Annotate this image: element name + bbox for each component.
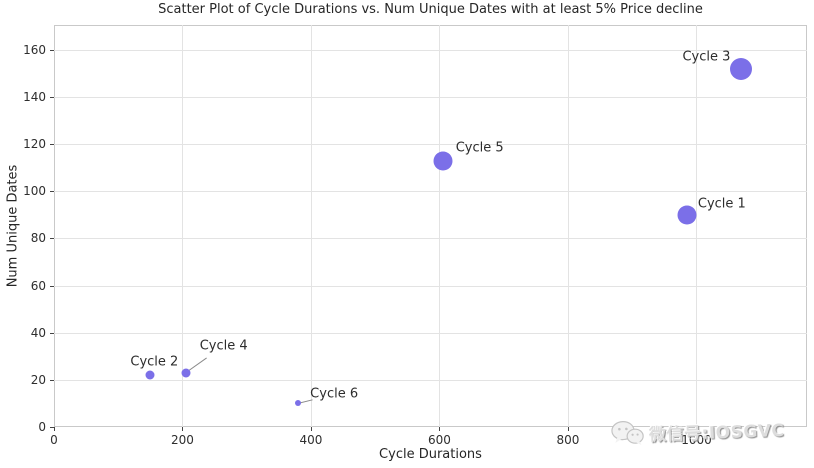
y-tick-label: 80 (30, 231, 46, 246)
y-gridline (54, 49, 807, 51)
y-tick-mark (50, 238, 54, 240)
x-tick-mark (310, 427, 312, 431)
x-tick-mark (696, 427, 698, 431)
scatter-point-cycle-2 (145, 370, 155, 380)
x-tick-label: 800 (556, 433, 580, 447)
y-tick-mark (50, 285, 54, 287)
x-gridline (696, 25, 698, 427)
x-tick-label: 1000 (681, 433, 712, 447)
scatter-point-cycle-3 (730, 57, 753, 80)
wechat-icon (611, 420, 644, 445)
scatter-point-cycle-4 (181, 368, 191, 378)
watermark: 微信号:IOSGVC (610, 414, 785, 448)
y-tick-mark (50, 96, 54, 98)
x-gridline (310, 25, 312, 427)
x-gridline (567, 25, 569, 427)
x-tick-mark (439, 427, 441, 431)
y-gridline (54, 191, 807, 193)
x-gridline (439, 25, 441, 427)
scatter-point-cycle-6 (295, 400, 302, 407)
chart-title: Scatter Plot of Cycle Durations vs. Num … (158, 2, 703, 17)
scatter-point-cycle-1 (677, 205, 697, 225)
x-tick-label: 400 (299, 433, 323, 447)
x-tick-mark (54, 427, 55, 431)
point-label-cycle-1: Cycle 1 (697, 196, 746, 212)
x-axis-label: Cycle Durations (379, 447, 482, 462)
scatter-point-cycle-5 (433, 151, 453, 171)
y-tick-mark (50, 427, 54, 428)
y-tick-mark (50, 144, 54, 146)
x-tick-mark (182, 427, 184, 431)
x-tick-label: 600 (428, 433, 451, 447)
y-gridline (54, 238, 807, 240)
x-tick-label: 0 (50, 433, 58, 447)
plot-area (54, 25, 807, 427)
y-tick-label: 40 (30, 325, 46, 340)
x-gridline (182, 25, 184, 427)
y-gridline (54, 144, 807, 146)
point-label-cycle-5: Cycle 5 (455, 140, 504, 156)
y-tick-label: 20 (30, 372, 46, 387)
y-tick-label: 60 (30, 278, 46, 293)
y-tick-mark (50, 332, 54, 334)
y-gridline (54, 96, 807, 98)
y-tick-label: 0 (38, 420, 46, 434)
y-axis-label: Num Unique Dates (5, 164, 21, 288)
y-tick-mark (50, 49, 54, 51)
point-label-cycle-6: Cycle 6 (310, 386, 359, 402)
x-tick-label: 200 (171, 433, 194, 447)
y-tick-mark (50, 191, 54, 193)
y-tick-label: 140 (23, 89, 46, 104)
y-gridline (54, 379, 807, 381)
x-tick-mark (567, 427, 569, 431)
point-label-cycle-4: Cycle 4 (199, 338, 248, 354)
y-tick-label: 100 (23, 184, 46, 199)
y-tick-mark (50, 379, 54, 381)
point-label-cycle-2: Cycle 2 (130, 354, 179, 370)
y-tick-label: 120 (23, 137, 46, 152)
point-label-cycle-3: Cycle 3 (682, 49, 731, 65)
watermark-text: 微信号:IOSGVC (648, 420, 785, 446)
y-gridline (54, 332, 807, 334)
y-tick-label: 160 (23, 42, 46, 57)
y-gridline (54, 285, 807, 287)
